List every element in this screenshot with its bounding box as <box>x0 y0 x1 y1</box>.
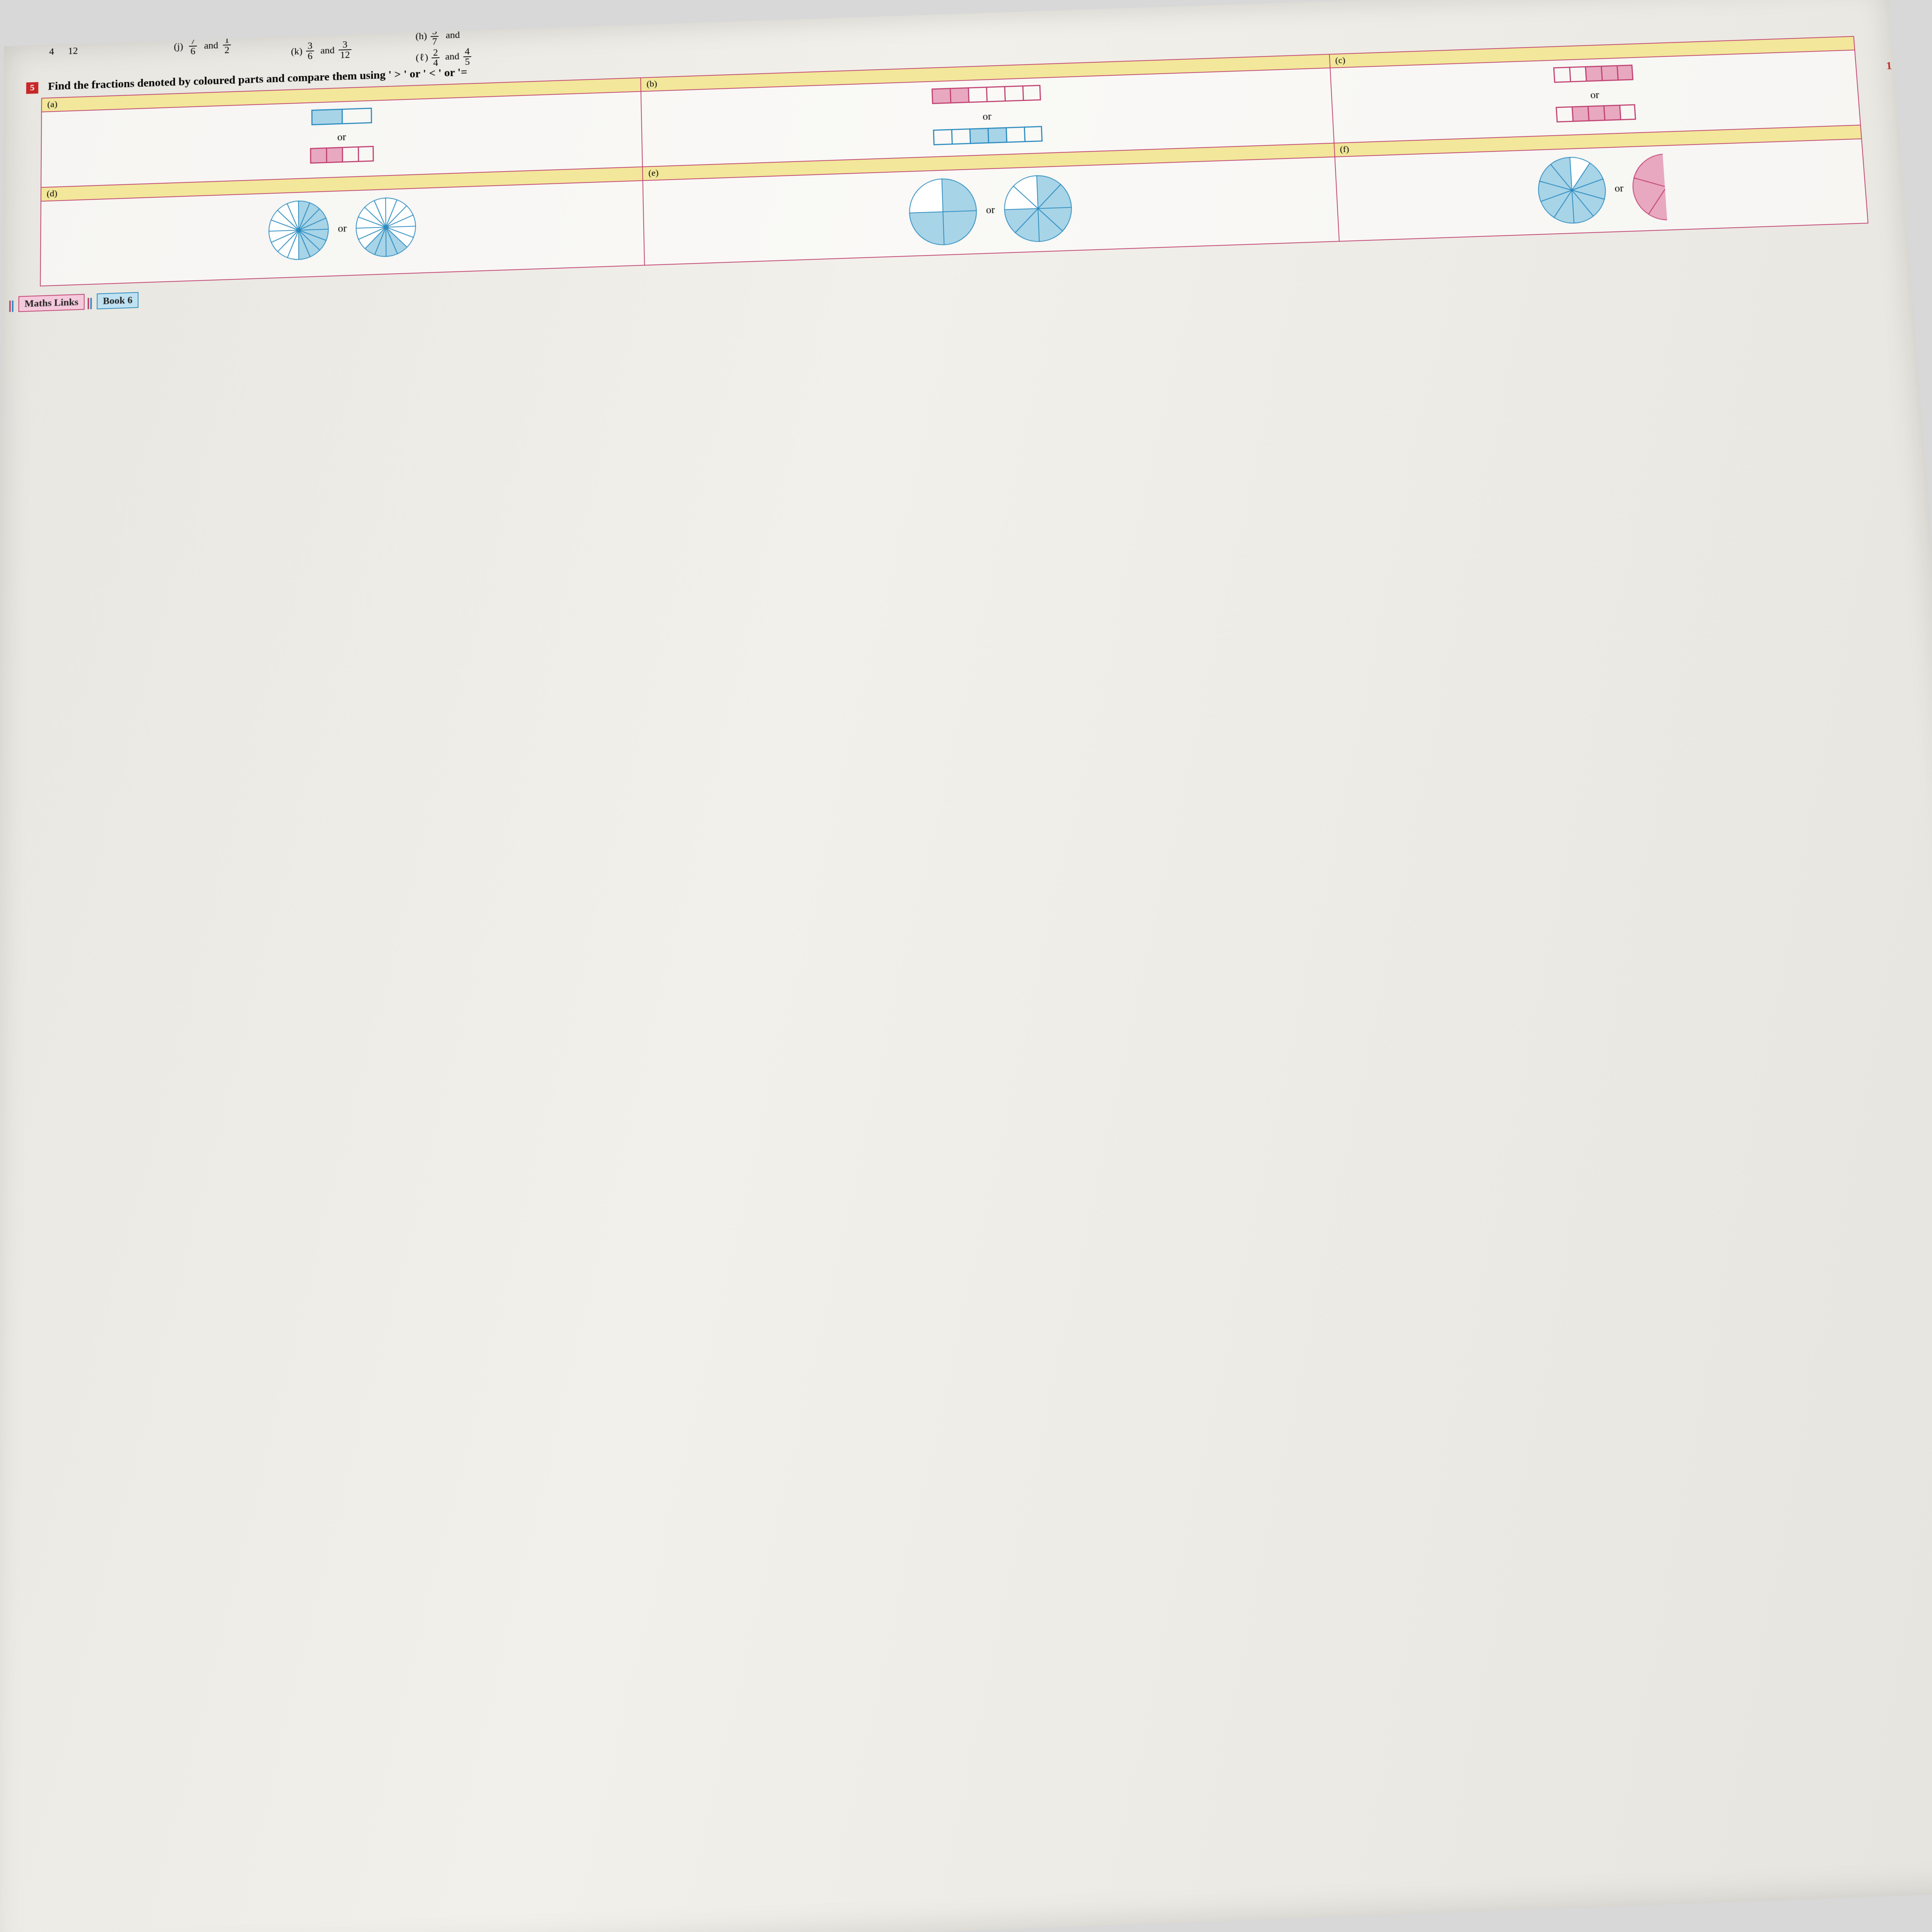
bars-icon-1 <box>9 300 15 312</box>
frag-4: 4 <box>49 46 54 57</box>
or-c: or <box>1585 89 1605 101</box>
opt-j-frac2: 12 <box>223 35 231 55</box>
cell-f-body: or <box>1335 139 1867 241</box>
opt-j-label: (j) <box>174 41 183 52</box>
or-a: or <box>332 131 352 143</box>
strip-c2 <box>1556 104 1636 126</box>
opt-h-and: and <box>446 29 460 41</box>
opt-k-and: and <box>320 45 335 56</box>
opt-l-label: (ℓ) <box>416 52 429 64</box>
opt-l-frac: 24 <box>432 48 440 68</box>
opt-j-and: and <box>204 40 218 51</box>
strip-b1 <box>932 85 1041 107</box>
pie-e2 <box>1003 201 1073 215</box>
opt-k-label: (k) <box>291 46 303 57</box>
opt-l-frac2: 45 <box>463 47 471 67</box>
pie-f2 <box>1631 180 1665 193</box>
pie-f1 <box>1536 182 1607 196</box>
tag-maths-links: Maths Links <box>19 294 85 312</box>
strip-c1 <box>1553 65 1634 86</box>
pie-d1 <box>267 223 330 236</box>
strip-a1 <box>311 107 372 128</box>
or-f: or <box>1609 182 1629 195</box>
or-d: or <box>332 223 352 235</box>
opt-j-frac: 76 <box>189 36 197 56</box>
bars-icon-2 <box>88 298 93 309</box>
tag-book-6: Book 6 <box>97 292 138 310</box>
edge-1: 1 <box>1886 60 1892 72</box>
page: 4 12 (j) 76 and 12 (k) 36 and 312 (h) 57… <box>0 0 1932 1932</box>
or-e: or <box>981 204 1001 216</box>
strip-a2 <box>310 146 374 167</box>
pie-d2 <box>355 219 417 233</box>
question-number: 5 <box>26 82 39 94</box>
opt-k-frac2: 312 <box>338 40 352 60</box>
opt-l-and: and <box>445 51 459 62</box>
opt-h-label: (h) <box>415 31 427 42</box>
opt-h-frac: 57 <box>430 26 439 46</box>
opt-k-frac1: 36 <box>306 41 314 61</box>
or-b: or <box>977 111 997 122</box>
strip-b2 <box>933 126 1043 148</box>
pie-e1 <box>908 204 978 218</box>
frag-12: 12 <box>68 45 78 56</box>
